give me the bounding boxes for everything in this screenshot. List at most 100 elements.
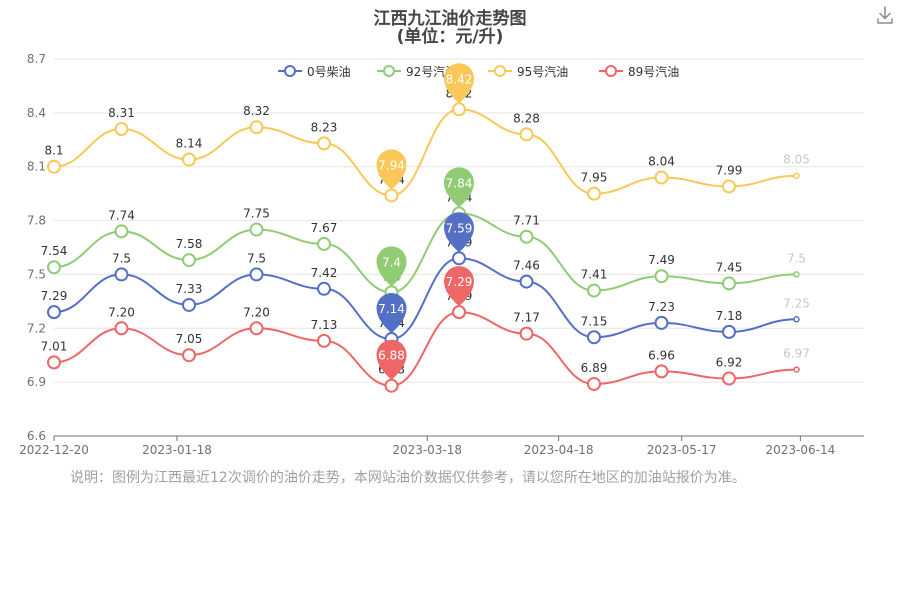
series-0号柴油: 7.297.57.337.57.427.147.597.467.157.237.… bbox=[41, 235, 810, 347]
legend-item: 0号柴油 bbox=[278, 65, 351, 79]
y-tick-label: 8.7 bbox=[27, 52, 46, 66]
series-95号汽油: 8.18.318.148.328.237.948.428.287.958.047… bbox=[44, 86, 810, 203]
pin-marker: 7.4 bbox=[376, 246, 407, 287]
data-point bbox=[182, 348, 196, 363]
data-label: 6.96 bbox=[648, 348, 675, 362]
data-label: 7.01 bbox=[41, 339, 68, 353]
legend: 0号柴油 92号汽油 95号汽油 89号汽油 bbox=[278, 64, 679, 79]
data-label: 8.28 bbox=[513, 111, 540, 125]
pin-shape bbox=[376, 246, 407, 287]
pin-marker: 7.14 bbox=[376, 293, 407, 334]
series-92号汽油: 7.547.747.587.757.677.47.847.717.417.497… bbox=[41, 190, 806, 300]
series-89号汽油: 7.01 7.20 7.05 7.20 7.13 6.88 7.29 7.17 6.89 6.96… bbox=[41, 289, 810, 393]
data-label: 7.5 bbox=[247, 251, 266, 265]
data-point bbox=[384, 188, 399, 203]
data-point bbox=[182, 297, 196, 312]
pin-label: 8.42 bbox=[446, 72, 473, 86]
data-point bbox=[519, 274, 534, 289]
y-tick-label: 8.4 bbox=[27, 106, 46, 120]
y-tick-label: 6.9 bbox=[27, 375, 46, 389]
data-label: 7.5 bbox=[787, 251, 806, 265]
y-tick-label: 8.1 bbox=[27, 160, 46, 174]
x-axis: 2022-12-20 2023-01-18 2023-03-18 2023-04-18… bbox=[19, 435, 864, 457]
data-label: 7.49 bbox=[648, 253, 675, 267]
legend-marker bbox=[383, 65, 395, 77]
data-point bbox=[249, 267, 264, 282]
pin-label: 7.29 bbox=[446, 275, 473, 289]
x-tick-label: 2023-05-17 bbox=[647, 443, 717, 457]
x-tick-label: 2023-03-18 bbox=[392, 443, 462, 457]
legend-label: 89号汽油 bbox=[628, 64, 679, 79]
data-point bbox=[654, 269, 669, 284]
data-label: 8.32 bbox=[243, 104, 270, 118]
chart-title: 江西九江油价走势图 bbox=[373, 9, 527, 29]
x-tick-label: 2023-04-18 bbox=[524, 443, 594, 457]
pin-label: 7.94 bbox=[378, 158, 405, 172]
data-label: 6.89 bbox=[581, 361, 608, 375]
y-tick-label: 7.8 bbox=[27, 214, 46, 228]
data-point bbox=[317, 333, 331, 348]
pin-marker: 7.29 bbox=[444, 266, 474, 307]
data-point bbox=[452, 305, 466, 320]
data-label: 7.46 bbox=[513, 259, 540, 273]
data-point bbox=[519, 127, 534, 142]
data-label: 8.14 bbox=[176, 137, 203, 151]
data-label: 7.45 bbox=[716, 260, 743, 274]
y-tick-label: 7.2 bbox=[27, 321, 46, 335]
data-point bbox=[182, 152, 196, 167]
pin-shape bbox=[376, 149, 407, 190]
data-point bbox=[47, 355, 61, 370]
data-label: 7.33 bbox=[176, 282, 203, 296]
data-label: 7.95 bbox=[581, 171, 608, 185]
pin-label: 7.4 bbox=[382, 255, 401, 269]
y-tick-label: 7.5 bbox=[27, 267, 46, 281]
pin-label: 7.84 bbox=[446, 176, 473, 190]
download-icon[interactable] bbox=[874, 4, 896, 26]
data-label: 7.18 bbox=[716, 309, 743, 323]
data-label: 6.92 bbox=[716, 356, 743, 370]
pin-shape bbox=[444, 266, 474, 307]
pin-shape bbox=[444, 63, 474, 104]
data-point bbox=[587, 376, 601, 391]
pin-marker: 8.42 bbox=[444, 63, 474, 104]
legend-marker bbox=[494, 65, 506, 77]
data-label: 7.25 bbox=[783, 296, 810, 310]
y-tick-label: 6.6 bbox=[27, 429, 46, 443]
data-point bbox=[519, 229, 534, 244]
data-label: 7.58 bbox=[176, 237, 203, 251]
data-point bbox=[114, 224, 129, 239]
data-label: 7.75 bbox=[243, 207, 270, 221]
data-label: 7.41 bbox=[581, 268, 608, 282]
data-point bbox=[722, 276, 736, 291]
pin-marker: 7.59 bbox=[444, 212, 474, 253]
x-tick-label: 2022-12-20 bbox=[19, 443, 89, 457]
data-label: 7.17 bbox=[513, 311, 540, 325]
chart-note: 说明：图例为江西最近12次调价的油价走势，本网站油价数据仅供参考，请以您所在地区… bbox=[70, 470, 746, 486]
data-point bbox=[452, 251, 466, 266]
data-point bbox=[722, 324, 736, 339]
data-point bbox=[722, 179, 736, 194]
data-label: 8.23 bbox=[311, 120, 338, 134]
x-tick-label: 2023-06-14 bbox=[766, 443, 836, 457]
data-point bbox=[654, 315, 669, 330]
data-label: 7.71 bbox=[513, 214, 540, 228]
data-point bbox=[317, 236, 331, 251]
pin-marker: 7.94 bbox=[376, 149, 407, 190]
series-line bbox=[53, 212, 797, 294]
data-label: 7.20 bbox=[243, 305, 270, 319]
legend-marker bbox=[605, 65, 617, 77]
data-label: 7.20 bbox=[108, 305, 135, 319]
data-label: 7.05 bbox=[176, 332, 203, 346]
data-label: 7.13 bbox=[311, 318, 338, 332]
data-label: 7.5 bbox=[112, 251, 131, 265]
data-label: 7.67 bbox=[311, 221, 338, 235]
data-point bbox=[114, 321, 129, 336]
data-point bbox=[47, 305, 61, 320]
pin-label: 7.14 bbox=[378, 302, 405, 316]
data-point bbox=[114, 267, 129, 282]
data-label: 7.29 bbox=[41, 289, 68, 303]
legend-marker bbox=[284, 65, 296, 77]
pin-label: 6.88 bbox=[378, 349, 405, 363]
series-line bbox=[53, 108, 797, 197]
